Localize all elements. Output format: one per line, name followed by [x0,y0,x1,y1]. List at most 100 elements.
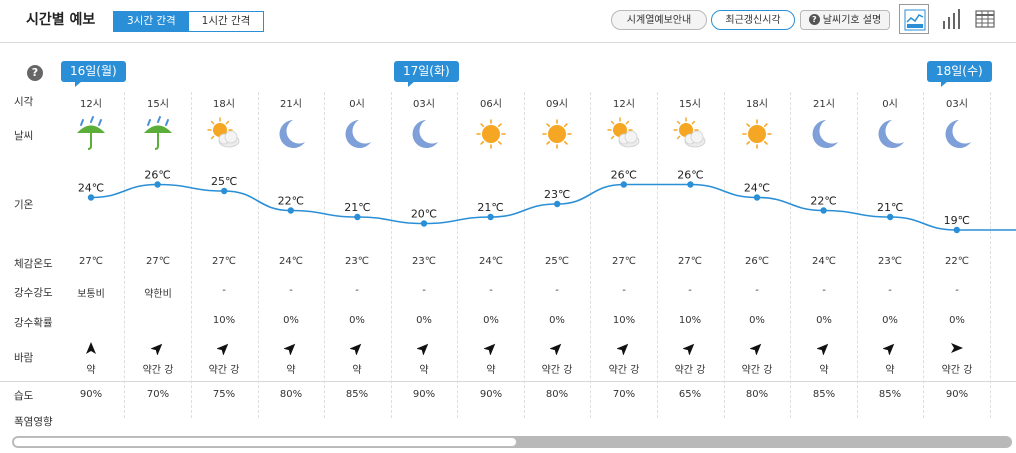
humidity-value: 65% [678,389,702,400]
umbrella-rain-icon [71,116,111,152]
feels-like-value: 27℃ [79,256,103,267]
tab-3-hour-interval[interactable]: 3시간 간격 [114,12,189,31]
wind-direction-icon [483,340,498,356]
precip-prob-value: 10% [678,315,702,326]
precip-intensity-value: - [555,285,559,296]
moon-icon [271,116,311,152]
time-label: 12시 [613,99,635,110]
time-label: 06시 [480,99,502,110]
feels-like-value: 23℃ [345,256,369,267]
column-separator [790,92,791,418]
column-separator [590,92,591,418]
time-label: 09시 [546,99,568,110]
column-separator [857,92,858,418]
temperature-point [820,207,827,214]
table-icon [975,10,995,28]
wind-strength-value: 약간 강 [142,365,174,376]
humidity-divider [0,381,1016,382]
interval-toggle: 3시간 간격 1시간 간격 [113,11,265,32]
scrollbar-thumb[interactable] [13,437,517,447]
time-label: 18시 [213,99,235,110]
forecast-help-icon[interactable]: ? [27,65,43,81]
temperature-point [354,213,361,221]
feels-like-value: 26℃ [745,256,769,267]
column-separator [124,92,125,418]
temperature-label: 25℃ [211,175,237,188]
forecast-header: 시간별 예보 3시간 간격 1시간 간격 시계열예보안내 최근갱신시각 ? 날씨기… [0,0,1016,43]
temperature-label: 26℃ [611,169,637,182]
precip-intensity-value: - [489,285,493,296]
weather-symbol-help-button[interactable]: ? 날씨기호 설명 [800,10,890,30]
date-badge-label: 16일(월) [70,64,117,78]
date-badge-pointer [75,81,82,87]
bar-graph-view-button[interactable] [936,4,966,34]
tab-1-hour-interval[interactable]: 1시간 간격 [188,12,264,31]
moon-icon [937,116,977,152]
column-separator [191,92,192,418]
table-view-button[interactable] [970,4,1000,34]
recent-update-button[interactable]: 최근갱신시각 [711,10,795,30]
temperature-point [420,220,428,227]
temperature-label: 19℃ [944,214,970,227]
column-separator [657,92,658,418]
wind-strength-value: 약간 강 [941,365,973,376]
precip-intensity-value: - [688,285,692,296]
line-graph-icon [904,9,926,31]
wind-direction-icon [816,340,831,356]
temperature-label: 24℃ [78,182,104,195]
temperature-label: 26℃ [677,169,703,182]
feels-like-value: 22℃ [945,256,969,267]
time-label: 03시 [413,99,435,110]
humidity-value: 80% [745,389,769,400]
wind-direction-icon [150,340,165,356]
precip-prob-value: 0% [816,315,832,326]
partly-cloudy-sun-icon [204,116,244,152]
partly-cloudy-sun-icon [670,116,710,152]
temperature-point [687,181,694,188]
precip-intensity-value: - [355,285,359,296]
horizontal-scrollbar[interactable] [12,436,1012,448]
humidity-value: 80% [545,389,569,400]
time-label: 21시 [813,99,835,110]
column-separator [258,92,259,418]
time-label: 15시 [147,99,169,110]
time-label: 15시 [679,99,701,110]
line-graph-view-button[interactable] [899,4,929,34]
humidity-value: 75% [212,389,236,400]
wind-strength-value: 약 [486,365,496,376]
humidity-value: 85% [345,389,369,400]
row-label-feels-like: 체감온도 [14,258,53,270]
column-separator [724,92,725,418]
temperature-point [221,187,228,195]
humidity-value: 90% [79,389,103,400]
humidity-value: 85% [878,389,902,400]
date-badge-pointer [941,81,948,87]
precip-prob-value: 0% [749,315,765,326]
temperature-label: 22℃ [810,195,836,208]
moon-icon [804,116,844,152]
temperature-point [953,226,960,234]
wind-direction-icon [749,340,764,356]
moon-icon [404,116,444,152]
timeseries-guide-button[interactable]: 시계열예보안내 [611,10,707,30]
wind-strength-value: 약 [819,365,829,376]
wind-strength-value: 약 [419,365,429,376]
temperature-label: 21℃ [477,201,503,214]
column-separator [324,92,325,418]
temperature-label: 21℃ [877,201,903,214]
temperature-point [753,194,761,201]
date-badge: 18일(수) [927,61,992,87]
time-label: 0시 [882,99,898,110]
precip-prob-value: 0% [549,315,565,326]
date-badge-pointer [408,81,415,87]
moon-icon [870,116,910,152]
temperature-label: 22℃ [278,195,304,208]
row-label-wind: 바람 [14,352,34,364]
partly-cloudy-sun-icon [604,116,644,152]
wind-strength-value: 약간 강 [674,365,706,376]
feels-like-value: 27℃ [212,256,236,267]
feels-like-value: 27℃ [678,256,702,267]
precip-prob-value: 0% [416,315,432,326]
precip-intensity-value: - [822,285,826,296]
sun-icon [471,116,511,152]
